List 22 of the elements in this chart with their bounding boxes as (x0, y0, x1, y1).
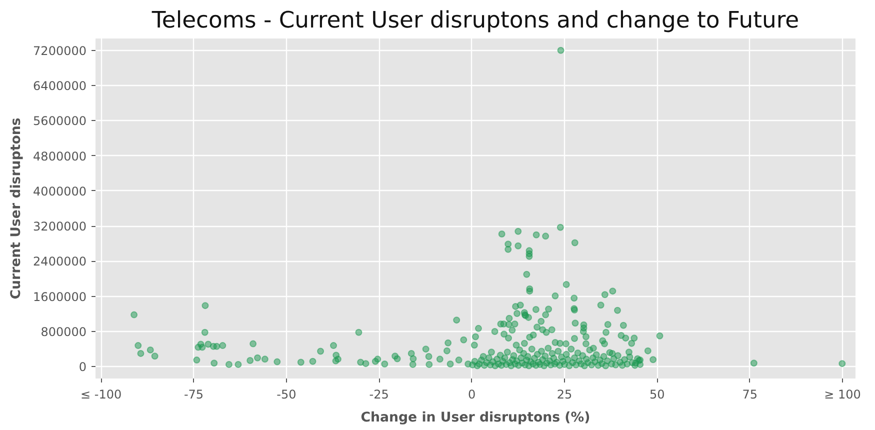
x-tick-label: 75 (742, 388, 758, 402)
x-tick-label: ≥ 100 (824, 388, 861, 402)
x-tick-label: 25 (556, 388, 572, 402)
x-tick-label: ≤ -100 (80, 388, 122, 402)
y-tick-label: 4000000 (33, 184, 87, 198)
y-tick-label: 1600000 (33, 290, 87, 304)
y-tick-label: 0 (78, 360, 87, 374)
x-tick-label: -25 (369, 388, 389, 402)
x-tick-label: 0 (468, 388, 476, 402)
y-tick-label: 2400000 (33, 254, 87, 269)
x-tick-label: -75 (184, 388, 204, 402)
y-tick-label: 800000 (40, 324, 87, 339)
y-axis-title: Current User disruptons (9, 118, 24, 300)
chart-title: Telecoms - Current User disruptons and change to Future (150, 8, 800, 34)
y-tick-label: 5600000 (33, 114, 87, 128)
y-tick-label: 6400000 (33, 79, 87, 94)
x-axis-title: Change in User disruptons (%) (360, 410, 590, 426)
x-tick-label: 50 (650, 388, 665, 402)
y-tick-label: 7200000 (33, 44, 87, 58)
y-tick-label: 3200000 (33, 220, 87, 234)
y-tick-label: 4800000 (33, 149, 87, 164)
x-tick-label: -50 (276, 388, 296, 402)
